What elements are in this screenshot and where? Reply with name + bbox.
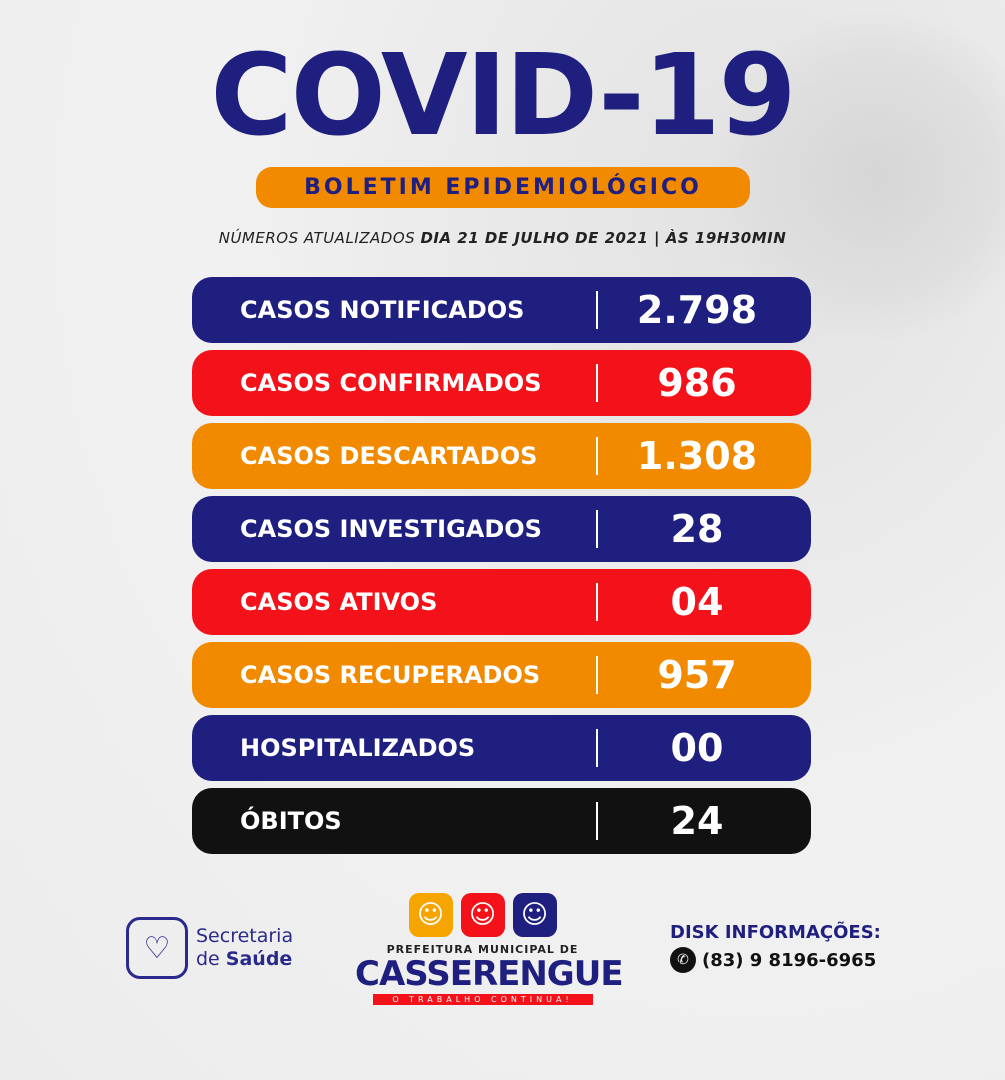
divider <box>596 291 598 329</box>
stat-value: 00 <box>670 726 724 770</box>
stat-label: CASOS RECUPERADOS <box>240 661 541 689</box>
stat-value: 28 <box>670 507 724 551</box>
heart-icon: ♡ <box>126 917 188 979</box>
stat-row: CASOS INVESTIGADOS 28 <box>192 496 811 562</box>
contact-info: DISK INFORMAÇÕES: ✆ (83) 9 8196-6965 <box>670 922 881 973</box>
subtitle-badge: BOLETIM EPIDEMIOLÓGICO <box>256 167 750 208</box>
divider <box>596 583 598 621</box>
city-name: CASSERENGUE <box>355 954 624 994</box>
stat-value: 1.308 <box>636 434 758 478</box>
divider <box>596 656 598 694</box>
divider <box>596 729 598 767</box>
page-title: COVID-19 <box>210 31 796 161</box>
disk-title: DISK INFORMAÇÕES: <box>670 922 881 943</box>
stat-value: 04 <box>670 580 724 624</box>
update-prefix: NÚMEROS ATUALIZADOS <box>218 229 416 247</box>
stat-value: 24 <box>670 799 724 843</box>
divider <box>596 437 598 475</box>
stat-label: CASOS INVESTIGADOS <box>240 515 542 543</box>
stat-row: CASOS RECUPERADOS 957 <box>192 642 811 708</box>
slogan: O TRABALHO CONTINUA! <box>372 994 593 1005</box>
stat-row: CASOS CONFIRMADOS 986 <box>192 350 811 416</box>
secretaria-text: Secretaria <box>196 925 294 947</box>
stat-value: 2.798 <box>636 288 758 332</box>
stat-label: CASOS ATIVOS <box>240 588 438 616</box>
divider <box>596 802 598 840</box>
stat-label: CASOS NOTIFICADOS <box>240 296 525 324</box>
secretaria-saude-logo: ♡ Secretaria de Saúde <box>126 917 293 979</box>
stat-row: ÓBITOS 24 <box>192 788 811 854</box>
stat-label: HOSPITALIZADOS <box>240 734 476 762</box>
stat-row: CASOS DESCARTADOS 1.308 <box>192 423 811 489</box>
divider <box>596 364 598 402</box>
person-icon: ☺ <box>512 893 557 937</box>
stat-value: 957 <box>657 653 737 697</box>
person-icon: ☺ <box>408 893 453 937</box>
prefeitura-logo: ☺ ☺ ☺ PREFEITURA MUNICIPAL DE CASSERENGU… <box>355 893 624 1005</box>
person-icon: ☺ <box>460 893 505 937</box>
prefeitura-text: PREFEITURA MUNICIPAL DE <box>386 943 579 956</box>
secretaria-saude: Saúde <box>225 948 293 970</box>
update-info: NÚMEROS ATUALIZADOS DIA 21 DE JULHO DE 2… <box>0 229 1005 247</box>
stat-row: CASOS NOTIFICADOS 2.798 <box>192 277 811 343</box>
stat-label: CASOS DESCARTADOS <box>240 442 538 470</box>
update-date: DIA 21 DE JULHO DE 2021 | ÀS 19H30MIN <box>420 229 787 247</box>
stat-value: 986 <box>657 361 737 405</box>
divider <box>596 510 598 548</box>
stat-label: ÓBITOS <box>240 807 342 835</box>
stat-label: CASOS CONFIRMADOS <box>240 369 542 397</box>
whatsapp-icon: ✆ <box>670 947 696 973</box>
stat-row: HOSPITALIZADOS 00 <box>192 715 811 781</box>
secretaria-de: de <box>196 948 226 970</box>
phone-number: (83) 9 8196-6965 <box>702 949 877 971</box>
stat-row: CASOS ATIVOS 04 <box>192 569 811 635</box>
